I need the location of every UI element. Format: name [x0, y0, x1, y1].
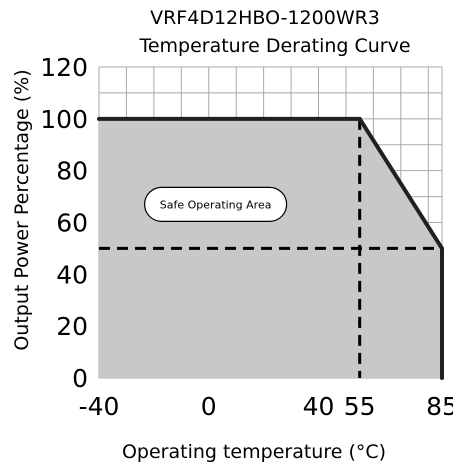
- chart-title-line1: VRF4D12HBO-1200WR3: [150, 7, 380, 29]
- chart-title-line2: Temperature Derating Curve: [138, 35, 410, 57]
- y-tick-label: 20: [56, 312, 88, 341]
- y-axis-label: Output Power Percentage (%): [11, 69, 33, 350]
- annotation-text: Safe Operating Area: [160, 198, 272, 211]
- curve-segment: [357, 116, 444, 251]
- y-tick-label: 40: [56, 260, 88, 289]
- y-tick-label: 0: [72, 364, 88, 393]
- x-tick-label: 85: [426, 392, 453, 421]
- series-lines: [97, 116, 444, 380]
- reference-lines: [99, 118, 442, 378]
- annotation: Safe Operating Area: [144, 186, 288, 222]
- x-tick-label: 55: [344, 392, 376, 421]
- y-tick-label: 100: [40, 105, 88, 134]
- x-axis-label: Operating temperature (°C): [122, 441, 386, 463]
- y-tick-label: 60: [56, 209, 88, 238]
- x-tick-label: 0: [201, 392, 217, 421]
- annotation-bubble: [144, 186, 288, 222]
- x-tick-label: 40: [303, 392, 335, 421]
- x-tick-label: -40: [79, 392, 120, 421]
- y-tick-label: 80: [56, 157, 88, 186]
- y-tick-label: 120: [40, 53, 88, 82]
